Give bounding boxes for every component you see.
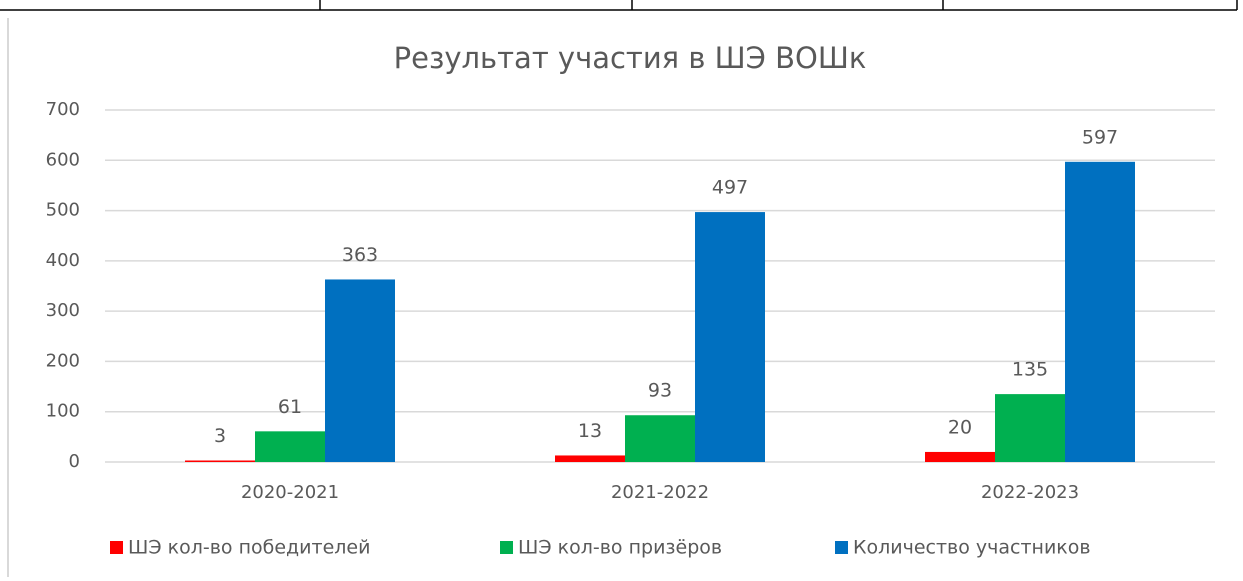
data-label: 597 — [1082, 126, 1118, 148]
y-tick-label: 500 — [46, 200, 80, 221]
y-tick-label: 400 — [46, 250, 80, 271]
legend-label: ШЭ кол-во победителей — [128, 537, 370, 559]
data-label: 20 — [948, 416, 972, 438]
bar — [325, 279, 395, 462]
bar — [625, 415, 695, 462]
y-tick-label: 300 — [46, 300, 80, 321]
bar — [1065, 161, 1135, 462]
chart-title: Результат участия в ШЭ ВОШк — [394, 41, 867, 75]
data-label: 135 — [1012, 359, 1048, 381]
y-tick-label: 200 — [46, 350, 80, 371]
data-label: 13 — [578, 420, 602, 442]
data-label: 93 — [648, 380, 672, 402]
legend-label: Количество участников — [853, 537, 1091, 559]
x-tick-label: 2022-2023 — [981, 482, 1079, 503]
data-label: 497 — [712, 177, 748, 199]
legend-swatch — [500, 541, 513, 554]
bar — [185, 460, 255, 462]
y-tick-label: 700 — [46, 99, 80, 120]
x-tick-label: 2021-2022 — [611, 482, 709, 503]
bar — [695, 212, 765, 462]
data-label: 3 — [214, 425, 226, 447]
bar — [555, 455, 625, 462]
legend-swatch — [110, 541, 123, 554]
y-tick-label: 0 — [69, 451, 80, 472]
x-tick-label: 2020-2021 — [241, 482, 339, 503]
data-label: 61 — [278, 396, 302, 418]
bar — [925, 451, 995, 462]
table-fragment — [0, 0, 1238, 11]
y-tick-label: 600 — [46, 149, 80, 170]
legend-label: ШЭ кол-во призёров — [518, 537, 722, 559]
data-label: 363 — [342, 244, 378, 266]
y-tick-label: 100 — [46, 401, 80, 422]
bar — [255, 431, 325, 462]
legend-swatch — [835, 541, 848, 554]
bar — [995, 394, 1065, 462]
